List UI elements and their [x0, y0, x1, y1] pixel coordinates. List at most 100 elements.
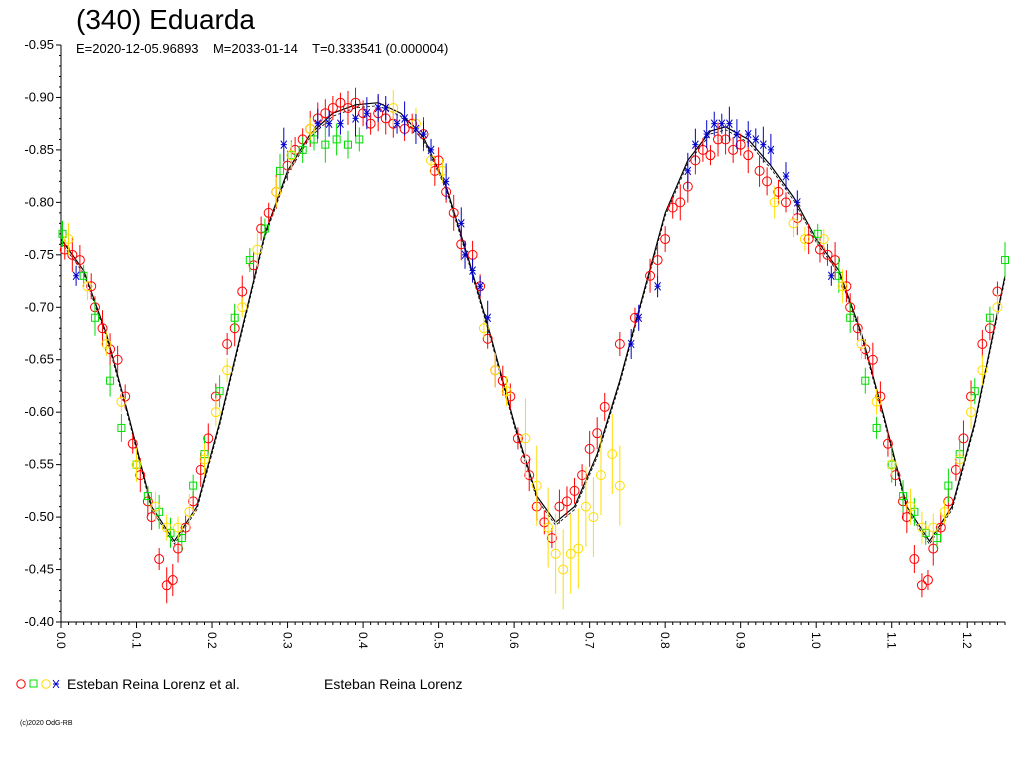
data-point-star	[782, 171, 790, 181]
data-point-circle	[543, 522, 554, 533]
data-point-circle	[803, 234, 814, 245]
data-point-square	[872, 423, 881, 432]
data-point-circle	[788, 218, 799, 229]
legend-entry-2: Esteban Reina Lorenz	[324, 676, 463, 692]
data-point-star	[457, 219, 465, 228]
data-point-circle	[59, 244, 70, 255]
data-point-circle	[63, 234, 74, 245]
data-point-star	[725, 119, 733, 128]
data-point-circle	[830, 255, 841, 266]
data-point-star	[280, 140, 288, 149]
data-point-circle	[456, 239, 467, 250]
data-point-circle	[335, 97, 346, 108]
data-point-circle	[342, 102, 353, 113]
data-point-circle	[320, 108, 331, 119]
data-point-star	[325, 119, 333, 128]
y-tick-label: -0.85	[24, 142, 54, 157]
legend-symbol-yellow-circle	[41, 679, 51, 689]
data-point-circle	[882, 438, 893, 449]
data-point-circle	[195, 464, 206, 475]
x-tick-label: 1.0	[809, 632, 823, 649]
x-tick-label: 0.8	[658, 632, 672, 649]
data-point-circle	[837, 281, 848, 292]
data-point-circle	[116, 396, 127, 407]
data-point-circle	[524, 470, 535, 481]
copyright-text: (c)2020 OdG-RB	[20, 720, 73, 727]
data-point-circle	[916, 522, 927, 533]
data-point-circle	[728, 144, 739, 155]
y-tick-label: -0.75	[24, 247, 54, 262]
data-point-circle	[112, 354, 123, 365]
data-point-circle	[950, 464, 961, 475]
data-point-star	[627, 339, 635, 349]
legend-symbol-blue-star	[52, 679, 60, 689]
data-point-circle	[561, 496, 572, 507]
data-point-circle	[667, 202, 678, 213]
y-tick-label: -0.40	[24, 614, 54, 629]
data-point-circle	[86, 281, 97, 292]
data-point-square	[90, 313, 99, 322]
data-point-star	[733, 129, 741, 139]
data-point-circle	[954, 454, 965, 465]
data-point-circle	[154, 554, 165, 565]
data-point-circle	[871, 396, 882, 407]
data-point-circle	[305, 123, 316, 134]
data-point-square	[1001, 256, 1009, 265]
data-point-circle	[429, 165, 440, 176]
data-point-circle	[592, 428, 603, 439]
data-point-star	[382, 103, 390, 113]
data-point-star	[72, 271, 80, 281]
data-point-star	[691, 140, 699, 149]
data-point-circle	[161, 580, 172, 591]
data-point-square	[343, 140, 352, 149]
data-point-circle	[146, 512, 157, 523]
data-point-circle	[841, 281, 852, 292]
data-point-circle	[437, 165, 448, 176]
data-point-circle	[735, 139, 746, 150]
data-point-circle	[584, 443, 595, 454]
data-point-circle	[769, 197, 780, 208]
data-point-circle	[327, 102, 338, 113]
data-point-circle	[595, 470, 606, 481]
x-tick-label: 0.7	[583, 632, 597, 649]
data-point-circle	[539, 517, 550, 528]
data-point-circle	[167, 575, 178, 586]
y-tick-label: -0.70	[24, 299, 54, 314]
legend-symbol-row	[16, 679, 60, 689]
data-point-square	[298, 145, 307, 154]
data-point-star	[314, 119, 322, 128]
y-tick-label: -0.50	[24, 509, 54, 524]
x-tick-label: 0.4	[356, 632, 370, 649]
data-point-circle	[860, 344, 871, 355]
data-point-circle	[67, 249, 78, 260]
data-point-star	[759, 140, 767, 149]
data-point-circle	[852, 323, 863, 334]
data-point-square	[846, 313, 855, 322]
data-point-circle	[388, 102, 399, 113]
x-tick-label: 0.2	[205, 632, 219, 649]
data-point-star	[352, 114, 359, 123]
data-point-square	[276, 166, 285, 175]
data-point-circle	[282, 160, 293, 171]
data-point-square	[944, 481, 953, 490]
data-point-circle	[705, 150, 716, 161]
data-point-circle	[922, 575, 933, 586]
data-point-circle	[184, 506, 195, 517]
data-point-circle	[928, 522, 939, 533]
data-point-circle	[814, 244, 825, 255]
data-point-circle	[992, 302, 1003, 313]
data-point-circle	[743, 150, 754, 161]
data-point-circle	[161, 522, 172, 533]
data-point-circle	[565, 548, 576, 559]
data-point-star	[635, 313, 643, 323]
data-point-square	[260, 224, 269, 233]
x-tick-label: 0.3	[281, 632, 295, 649]
data-point-circle	[554, 501, 565, 512]
data-point-circle	[886, 459, 897, 470]
data-point-circle	[520, 433, 531, 444]
x-tick-label: 1.2	[960, 632, 974, 649]
data-point-square	[215, 387, 224, 396]
y-tick-label: -0.95	[24, 37, 54, 52]
data-point-circle	[188, 496, 199, 507]
